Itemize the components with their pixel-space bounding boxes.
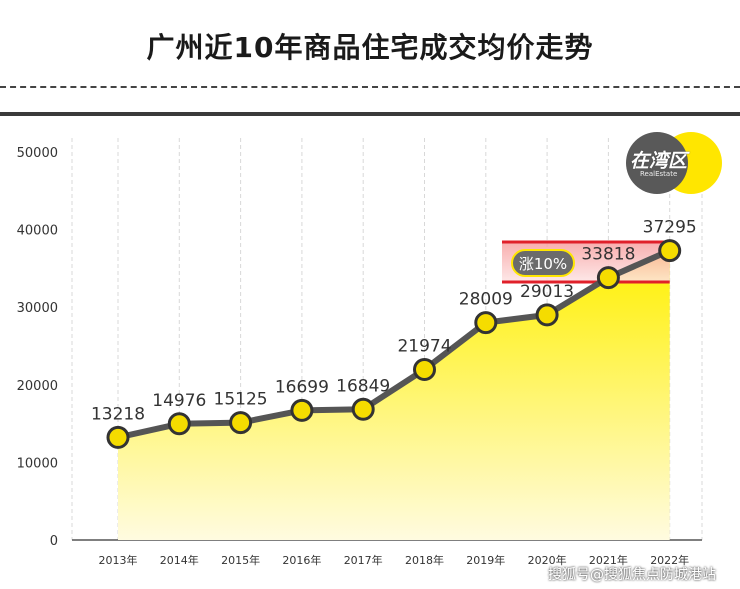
y-tick-label: 10000 [17,456,58,471]
data-label-5: 21974 [397,336,451,356]
brand-logo: 在湾区 RealEstate [626,132,722,196]
data-point-2 [229,411,253,435]
data-labels: 13218 14976 15125 16699 16849 21974 28009 29013… [91,218,697,425]
data-label-8: 33818 [581,245,635,265]
x-tick-label-5: 2018年 [405,553,444,567]
data-point-5 [413,357,436,381]
dashed-divider [0,86,740,88]
area-fill [118,250,670,540]
y-tick-label: 40000 [17,224,58,239]
x-tick-label-2: 2015年 [221,553,260,567]
data-point-4 [351,397,375,421]
x-tick-label-1: 2014年 [160,553,199,567]
x-tick-label-7: 2020年 [528,553,567,567]
y-tick-label: 0 [50,534,58,549]
data-label-3: 16699 [275,377,329,397]
data-label-4: 16849 [336,376,390,396]
data-points [106,239,682,449]
x-tick-label-8: 2021年 [589,553,628,567]
solid-divider [0,112,740,116]
data-label-9: 37295 [643,218,697,238]
growth-label: 涨10% [519,255,567,273]
logo-text: 在湾区 [630,150,688,172]
watermark: 搜狐号@搜狐焦点防城港站 [548,567,716,583]
data-label-1: 14976 [152,391,206,411]
data-label-0: 13218 [91,404,145,424]
growth-pill [511,249,575,277]
x-tick-label-9: 2022年 [650,553,689,567]
chart-title: 广州近10年商品住宅成交均价走势 [146,31,594,64]
data-point-1 [167,412,191,436]
data-point-6 [474,311,498,335]
data-label-6: 28009 [459,290,513,310]
data-point-9 [658,239,682,263]
y-tick-label: 20000 [17,379,58,394]
logo-subtext: RealEstate [640,170,678,178]
x-tick-label-0: 2013年 [99,553,138,567]
y-tick-label: 30000 [17,301,58,316]
x-tick-label-4: 2017年 [344,553,383,567]
logo-gray-circle [626,132,688,194]
series-line [117,247,671,441]
x-axis-labels: 2013年 2014年 2015年 2016年 2017年 2018年 2019年 2020年… [99,553,690,567]
y-tick-label: 50000 [17,146,58,161]
data-label-7: 29013 [520,282,574,302]
data-label-2: 15125 [214,390,268,410]
data-point-0 [106,425,130,449]
data-point-3 [290,398,314,422]
x-tick-label-6: 2019年 [466,553,505,567]
x-tick-label-3: 2016年 [282,553,321,567]
y-axis: 0 10000 20000 30000 40000 50000 [17,146,58,549]
data-point-8 [596,266,620,290]
data-point-7 [535,303,559,327]
